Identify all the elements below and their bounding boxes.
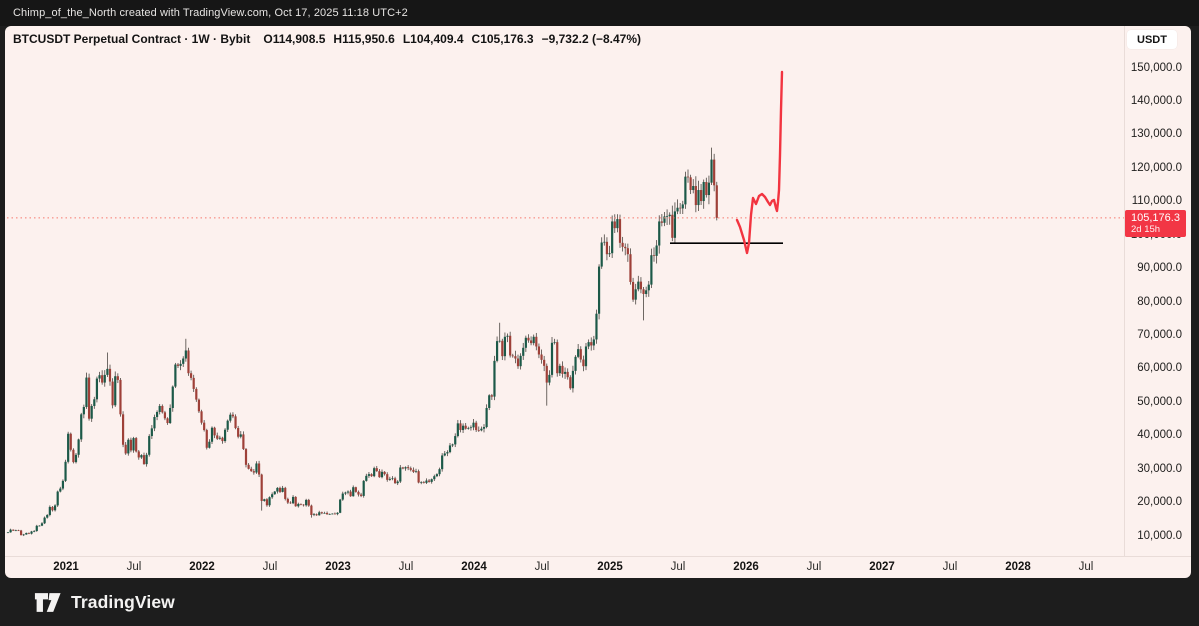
time-axis[interactable]: 2021 Jul 2022 Jul 2023 Jul 2024 Jul 2025 Jul 2026 J… xyxy=(5,557,1191,577)
last-price-badge: 105,176.3 2d 15h xyxy=(1125,210,1186,237)
ohlc-close: C105,176.3 xyxy=(471,32,534,46)
time-tick-label: Jul xyxy=(806,561,822,573)
time-tick-label: Jul xyxy=(942,561,958,573)
price-tick-label: 150,000.0 xyxy=(1130,61,1182,74)
currency-badge[interactable]: USDT xyxy=(1127,30,1177,49)
time-tick-label: Jul xyxy=(126,561,142,573)
price-tick-label: 90,000.0 xyxy=(1137,262,1182,275)
symbol-title[interactable]: BTCUSDT Perpetual Contract · 1W · Bybit xyxy=(13,32,251,46)
attribution-bar: Chimp_of_the_North created with TradingV… xyxy=(0,0,1199,26)
time-tick-label: Jul xyxy=(398,561,414,573)
ohlc-open: O114,908.5 xyxy=(263,32,326,46)
tradingview-logo-icon xyxy=(34,592,61,612)
price-tick-label: 40,000.0 xyxy=(1137,429,1182,442)
price-tick-label: 70,000.0 xyxy=(1137,328,1182,341)
ohlc-high: H115,950.6 xyxy=(333,32,395,46)
price-tick-label: 60,000.0 xyxy=(1137,362,1182,375)
time-tick-label: Jul xyxy=(1078,561,1094,573)
price-tick-label: 20,000.0 xyxy=(1137,496,1182,509)
price-tick-label: 120,000.0 xyxy=(1130,161,1182,174)
last-price-value: 105,176.3 xyxy=(1131,212,1180,224)
price-tick-label: 130,000.0 xyxy=(1130,128,1182,141)
price-tick-label: 140,000.0 xyxy=(1130,94,1182,107)
ohlc-low: L104,409.4 xyxy=(402,32,464,46)
symbol-header: BTCUSDT Perpetual Contract · 1W · Bybit … xyxy=(13,32,649,46)
time-tick-label: 2027 xyxy=(869,561,895,573)
time-tick-label: 2028 xyxy=(1005,561,1031,573)
price-tick-label: 110,000.0 xyxy=(1131,195,1182,208)
time-tick-label: 2023 xyxy=(325,561,351,573)
time-tick-label: Jul xyxy=(262,561,278,573)
price-tick-label: 50,000.0 xyxy=(1137,395,1182,408)
price-axis[interactable]: 150,000.0 140,000.0 130,000.0 120,000.0 110,… xyxy=(1124,26,1190,557)
brand-name: TradingView xyxy=(71,591,175,612)
ohlc-change: −9,732.2 (−8.47%) xyxy=(541,32,641,46)
time-tick-label: 2026 xyxy=(733,561,759,573)
bar-countdown: 2d 15h xyxy=(1131,224,1161,235)
chart-panel xyxy=(5,26,1191,578)
price-tick-label: 10,000.0 xyxy=(1137,529,1182,542)
brand-footer: TradingView xyxy=(0,578,1199,626)
time-axis-divider xyxy=(5,556,1191,557)
price-tick-label: 30,000.0 xyxy=(1137,462,1182,475)
price-axis-divider xyxy=(1124,26,1125,557)
time-tick-label: 2025 xyxy=(597,561,623,573)
time-tick-label: Jul xyxy=(534,561,550,573)
attribution-text: Chimp_of_the_North created with TradingV… xyxy=(13,7,408,19)
price-tick-label: 80,000.0 xyxy=(1137,295,1182,308)
time-tick-label: Jul xyxy=(670,561,686,573)
time-tick-label: 2024 xyxy=(461,561,487,573)
time-tick-label: 2021 xyxy=(53,561,79,573)
time-tick-label: 2022 xyxy=(189,561,215,573)
currency-label: USDT xyxy=(1137,33,1167,46)
